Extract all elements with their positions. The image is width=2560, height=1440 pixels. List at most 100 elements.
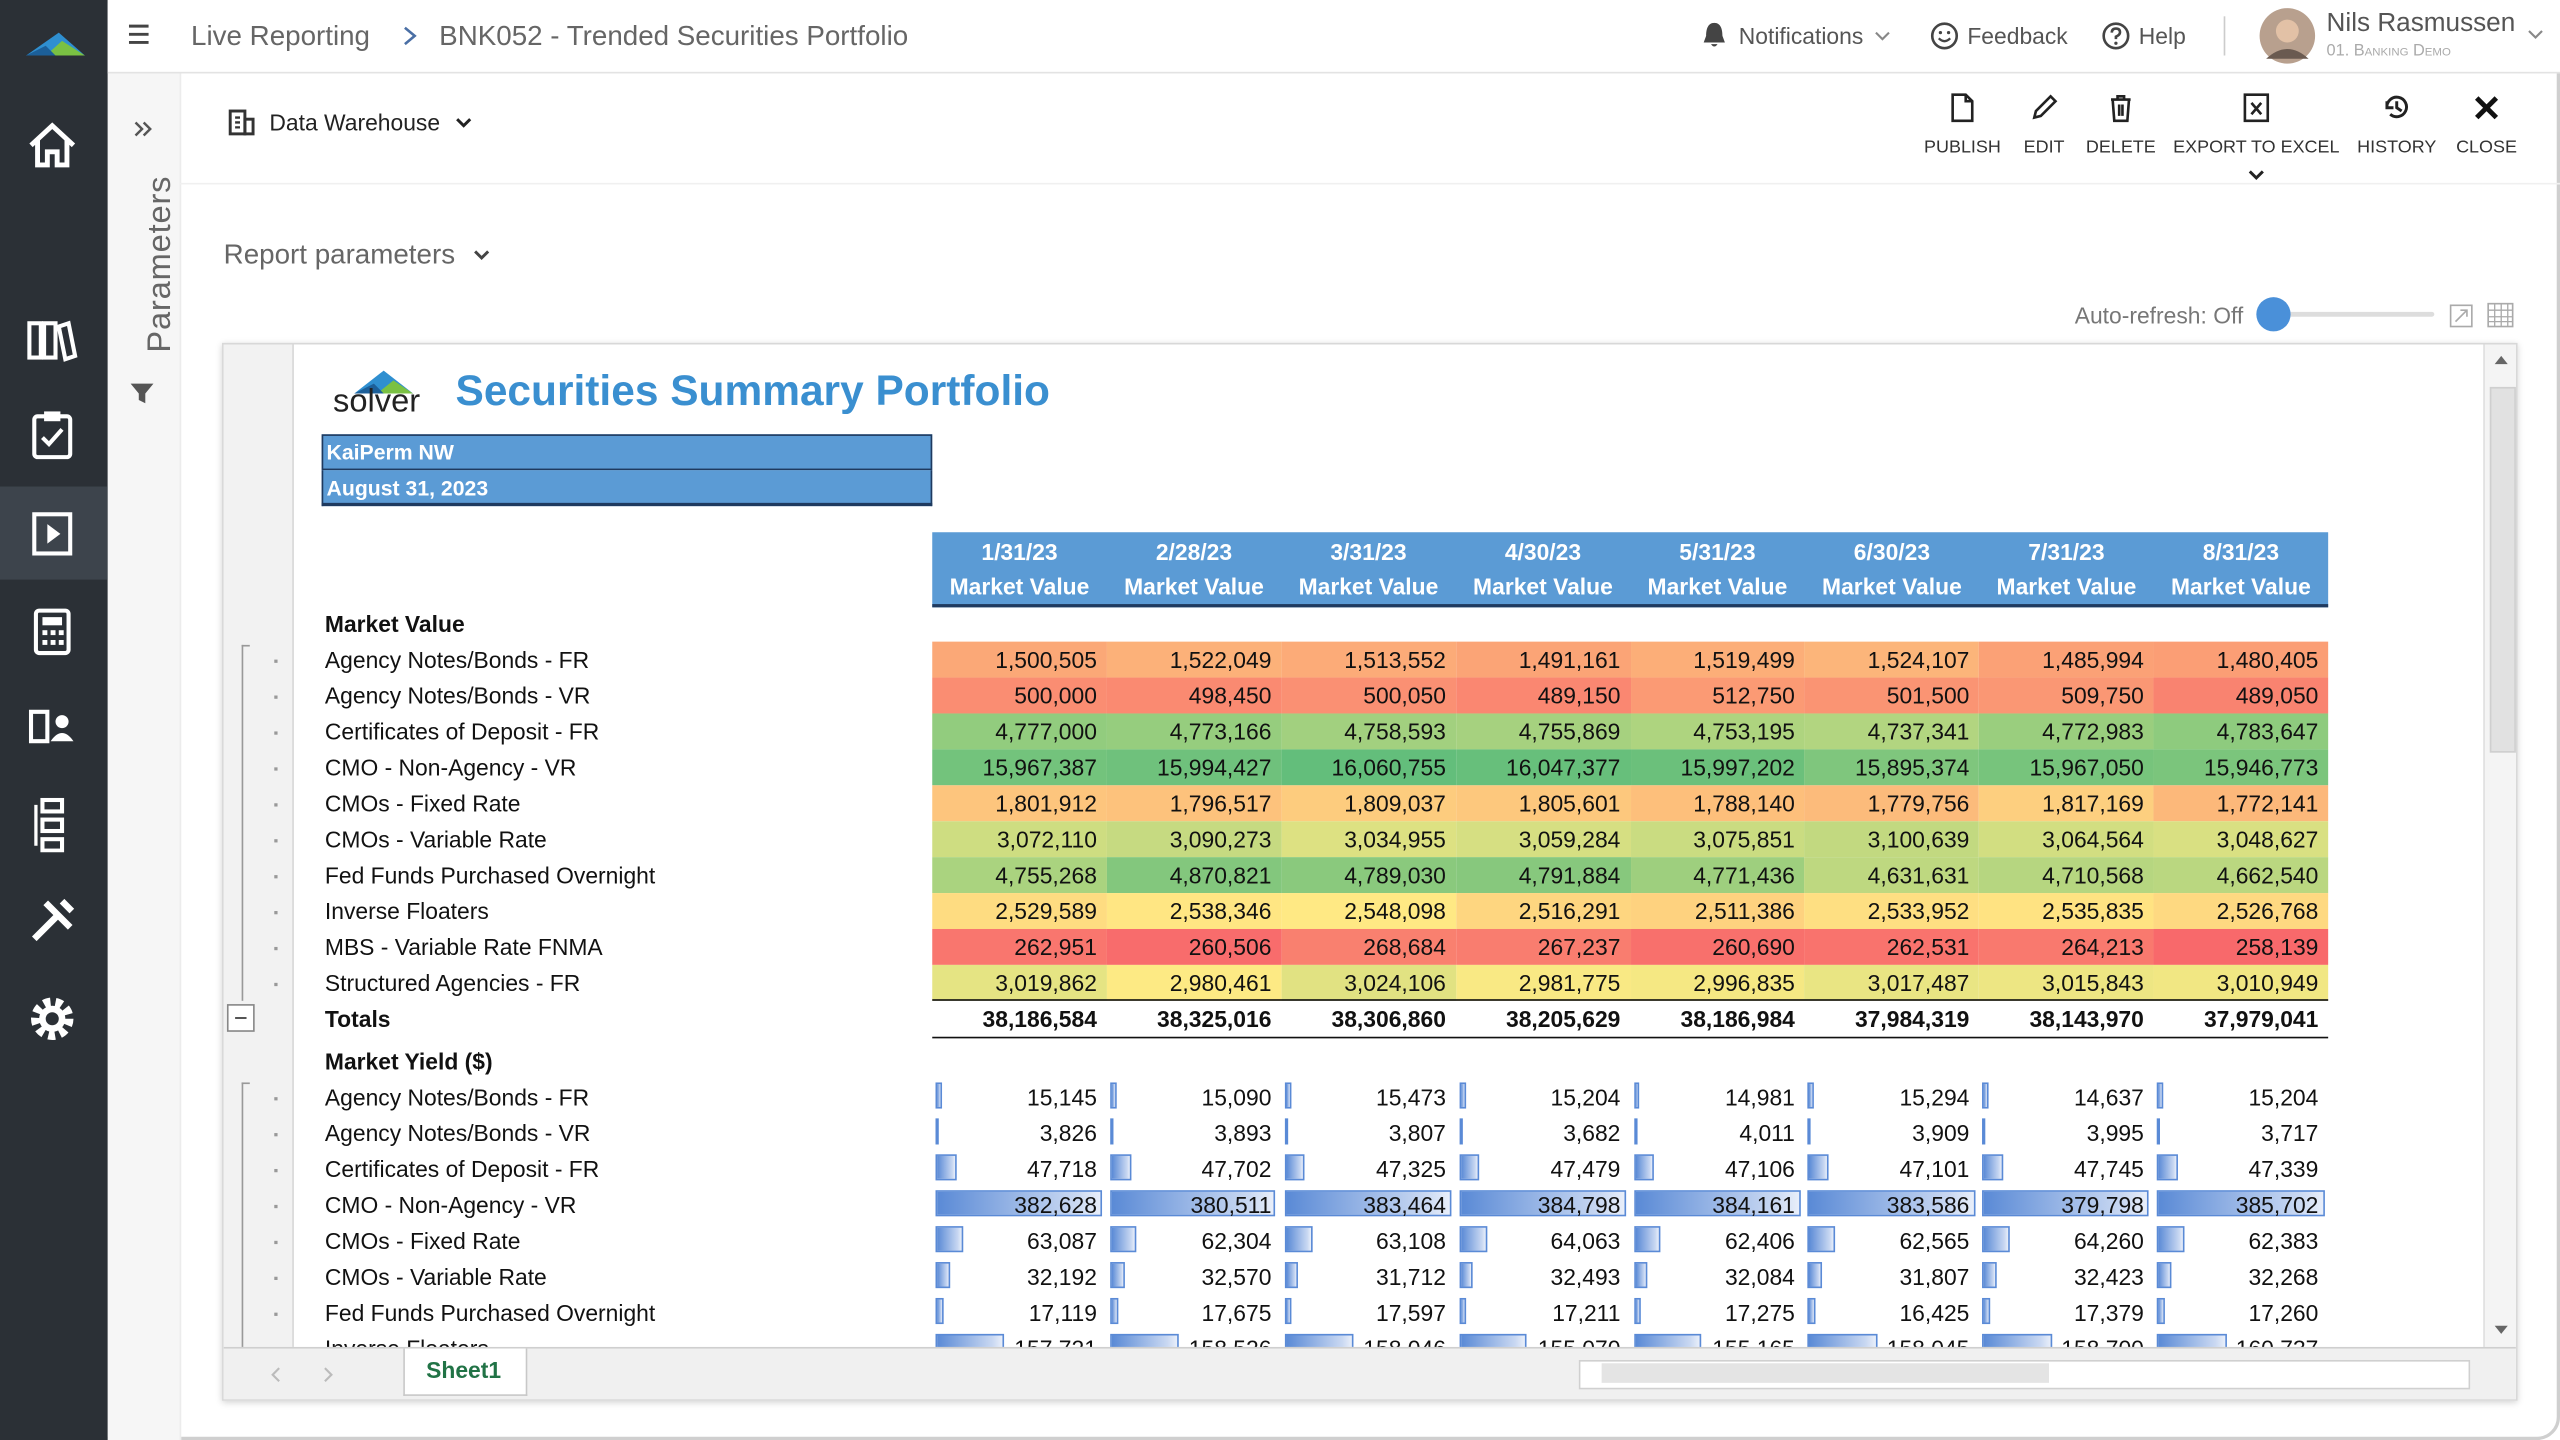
column-date: 3/31/23 (1281, 540, 1455, 563)
expand-icon[interactable] (134, 119, 154, 139)
value-cell: 3,100,639 (1805, 828, 1970, 851)
action-label[interactable]: EDIT (2024, 140, 2065, 158)
value-cell: 158,526 (1107, 1337, 1272, 1347)
total-cell: 38,186,984 (1630, 1007, 1795, 1030)
value-cell: 160,737 (2154, 1337, 2319, 1347)
value-cell: 3,717 (2154, 1122, 2319, 1145)
value-cell: 258,139 (2154, 936, 2319, 959)
outline-dot (274, 947, 277, 950)
tools-icon[interactable] (26, 895, 78, 947)
row-label: Agency Notes/Bonds - VR (325, 1122, 591, 1145)
value-cell: 1,524,107 (1805, 648, 1970, 671)
column-measure: Market Value (1630, 575, 1804, 598)
value-cell: 15,946,773 (2154, 756, 2319, 779)
notifications[interactable]: Notifications (1739, 24, 1864, 47)
menu-icon[interactable] (127, 23, 150, 46)
scroll-down[interactable] (2493, 1324, 2509, 1337)
breadcrumb-root[interactable]: Live Reporting (191, 22, 370, 50)
user-org: 01. Banking Demo (2327, 44, 2451, 60)
value-cell: 17,119 (932, 1301, 1097, 1324)
sheet-tab-label[interactable]: Sheet1 (426, 1358, 501, 1381)
tab-nav[interactable] (269, 1367, 334, 1383)
value-cell: 32,268 (2154, 1265, 2319, 1288)
collapse-button[interactable] (227, 1004, 255, 1032)
value-cell: 3,017,487 (1805, 971, 1970, 994)
help[interactable]: Help (2139, 24, 2186, 47)
outline-dot (274, 1133, 277, 1136)
settings-icon[interactable] (26, 993, 78, 1045)
action-icon[interactable] (2028, 91, 2061, 124)
column-measure: Market Value (2154, 575, 2328, 598)
outline-dot (274, 983, 277, 986)
value-cell: 1,480,405 (2154, 648, 2319, 671)
sheet-tabs-bar: Sheet1 (224, 1347, 2516, 1401)
h-scroll-thumb[interactable] (1602, 1363, 2049, 1383)
value-cell: 1,809,037 (1281, 792, 1446, 815)
parameters-panel: Parameters (108, 0, 181, 1440)
reports-icon[interactable] (29, 509, 75, 558)
value-cell: 4,773,166 (1107, 720, 1272, 743)
row-label: Inverse Floaters (325, 1337, 489, 1347)
value-cell: 4,783,647 (2154, 720, 2319, 743)
value-cell: 3,072,110 (932, 828, 1097, 851)
action-label[interactable]: EXPORT TO EXCEL (2173, 140, 2339, 158)
value-cell: 1,513,552 (1281, 648, 1446, 671)
home-icon[interactable] (26, 121, 78, 170)
action-icon[interactable] (2104, 91, 2137, 124)
feedback[interactable]: Feedback (1967, 24, 2067, 47)
value-cell: 1,519,499 (1630, 648, 1795, 671)
users-icon[interactable] (26, 705, 78, 747)
row-label: Agency Notes/Bonds - VR (325, 684, 591, 707)
tasks-icon[interactable] (29, 408, 75, 460)
value-cell: 31,807 (1805, 1265, 1970, 1288)
value-cell: 4,737,341 (1805, 720, 1970, 743)
action-icon[interactable] (2240, 91, 2273, 124)
parameters-label[interactable]: Parameters (144, 176, 177, 353)
action-label[interactable]: PUBLISH (1924, 140, 2001, 158)
value-cell: 4,011 (1630, 1122, 1795, 1145)
library-icon[interactable] (26, 317, 78, 363)
value-cell: 2,538,346 (1107, 900, 1272, 923)
outline-dot (274, 1277, 277, 1280)
grid-icon[interactable] (2487, 302, 2515, 328)
value-cell: 2,981,775 (1456, 971, 1621, 994)
row-label: Certificates of Deposit - FR (325, 1158, 599, 1181)
scroll-up[interactable] (2493, 353, 2509, 366)
value-cell: 47,702 (1107, 1158, 1272, 1181)
action-label[interactable]: CLOSE (2456, 140, 2517, 158)
data-source[interactable]: Data Warehouse (269, 111, 440, 134)
action-label[interactable]: HISTORY (2357, 140, 2436, 158)
action-icon[interactable] (2470, 91, 2503, 124)
auto-refresh-toggle[interactable] (2256, 297, 2290, 331)
row-label: Certificates of Deposit - FR (325, 720, 599, 743)
value-cell: 15,967,050 (1979, 756, 2144, 779)
vertical-scrollbar[interactable] (2483, 344, 2517, 1346)
value-cell: 4,755,869 (1456, 720, 1621, 743)
scroll-thumb[interactable] (2490, 387, 2516, 753)
filter-icon[interactable] (129, 380, 155, 406)
value-cell: 32,493 (1456, 1265, 1621, 1288)
warehouse-icon (227, 108, 256, 137)
hierarchy-icon[interactable] (33, 797, 72, 853)
row-label: Structured Agencies - FR (325, 971, 580, 994)
value-cell: 3,075,851 (1630, 828, 1795, 851)
value-cell: 509,750 (1979, 684, 2144, 707)
action-label[interactable]: DELETE (2086, 140, 2156, 158)
value-cell: 2,511,386 (1630, 900, 1795, 923)
value-cell: 16,060,755 (1281, 756, 1446, 779)
help-icon (2101, 21, 2130, 50)
value-cell: 3,893 (1107, 1122, 1272, 1145)
calculator-icon[interactable] (29, 607, 75, 656)
value-cell: 264,213 (1979, 936, 2144, 959)
value-cell: 63,108 (1281, 1229, 1446, 1252)
expand-report-icon[interactable] (2449, 304, 2473, 328)
value-cell: 4,771,436 (1630, 864, 1795, 887)
action-icon[interactable] (2380, 91, 2413, 124)
value-cell: 3,807 (1281, 1122, 1446, 1145)
avatar[interactable] (2258, 7, 2317, 66)
value-cell: 2,535,835 (1979, 900, 2144, 923)
value-cell: 64,260 (1979, 1229, 2144, 1252)
value-cell: 15,895,374 (1805, 756, 1970, 779)
report-parameters[interactable]: Report parameters (224, 241, 455, 269)
action-icon[interactable] (1946, 91, 1979, 124)
